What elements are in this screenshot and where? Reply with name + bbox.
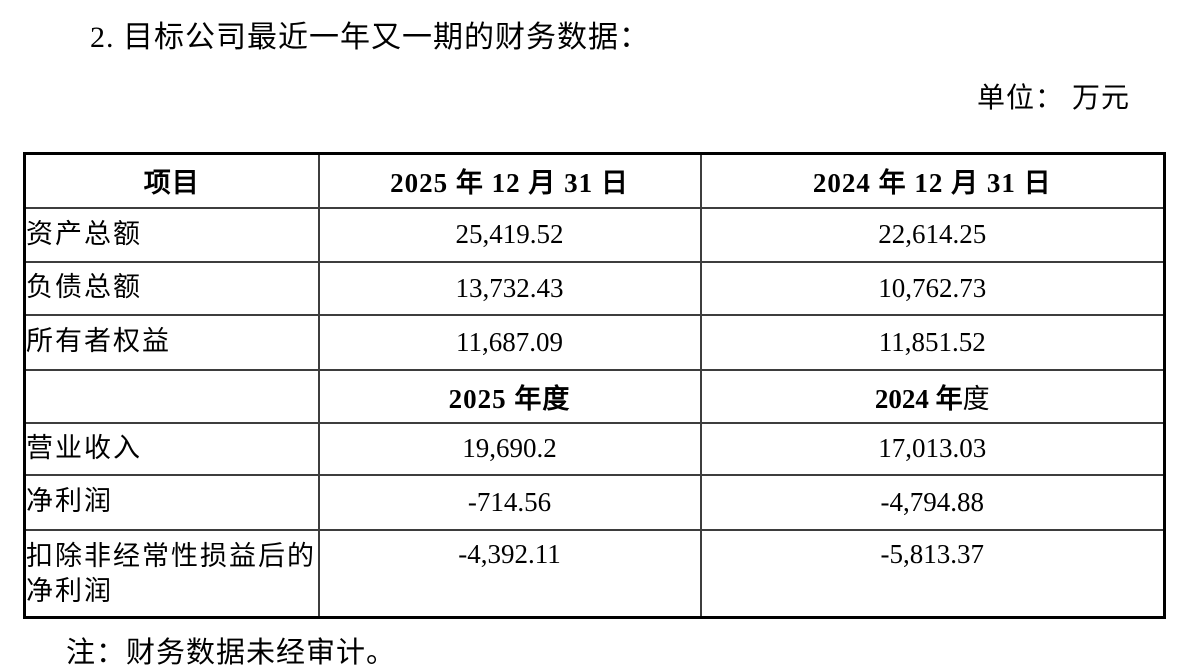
subheader-2025-annual: 2025 年度 bbox=[317, 368, 702, 424]
section-title: 2. 目标公司最近一年又一期的财务数据： bbox=[90, 21, 650, 54]
unit-label: 单位： 万元 bbox=[976, 83, 1130, 114]
table-row-owners-equity: 所有者权益 11,687.09 11,851.52 bbox=[23, 313, 1166, 371]
subheader-2024-annual: 2024 年度 bbox=[699, 368, 1166, 424]
table-subheader-row-annual: 2025 年度 2024 年度 bbox=[23, 368, 1166, 424]
value-2025: 13,732.43 bbox=[317, 260, 702, 316]
table-row-total-assets: 资产总额 25,419.52 22,614.25 bbox=[23, 206, 1166, 263]
financial-data-table: 项目 2025 年 12 月 31 日 2024 年 12 月 31 日 资产总… bbox=[23, 152, 1166, 619]
row-label: 资产总额 bbox=[23, 206, 320, 263]
value-2024: 10,762.73 bbox=[699, 260, 1166, 316]
empty-cell bbox=[23, 368, 320, 424]
row-label: 营业收入 bbox=[23, 421, 320, 476]
column-header-2024-12-31: 2024 年 12 月 31 日 bbox=[699, 152, 1166, 209]
row-label: 扣除非经常性损益后的净利润 bbox=[23, 528, 320, 619]
table-row-net-profit-excl-nonrecurring: 扣除非经常性损益后的净利润 -4,392.11 -5,813.37 bbox=[23, 528, 1166, 619]
table-row-net-profit: 净利润 -714.56 -4,794.88 bbox=[23, 473, 1166, 531]
column-header-item: 项目 bbox=[23, 152, 320, 209]
value-2024: 17,013.03 bbox=[699, 421, 1166, 476]
value-2024: 22,614.25 bbox=[699, 206, 1166, 263]
value-2024: 11,851.52 bbox=[699, 313, 1166, 371]
column-header-2025-12-31: 2025 年 12 月 31 日 bbox=[317, 152, 702, 209]
value-2025: 25,419.52 bbox=[317, 206, 702, 263]
value-2025: 11,687.09 bbox=[317, 313, 702, 371]
value-2025: -4,392.11 bbox=[317, 528, 702, 619]
value-2025: 19,690.2 bbox=[317, 421, 702, 476]
subheader-2024-annual-bold-part: 2024 年 bbox=[874, 383, 963, 414]
table-header-row: 项目 2025 年 12 月 31 日 2024 年 12 月 31 日 bbox=[23, 152, 1166, 209]
value-2024: -4,794.88 bbox=[699, 473, 1166, 531]
row-label: 净利润 bbox=[23, 473, 320, 531]
value-2024: -5,813.37 bbox=[699, 528, 1166, 619]
row-label: 所有者权益 bbox=[23, 313, 320, 371]
value-2025: -714.56 bbox=[317, 473, 702, 531]
table-row-total-liabilities: 负债总额 13,732.43 10,762.73 bbox=[23, 260, 1166, 316]
footnote: 注：财务数据未经审计。 bbox=[66, 637, 397, 669]
table-row-operating-revenue: 营业收入 19,690.2 17,013.03 bbox=[23, 421, 1166, 476]
row-label: 负债总额 bbox=[23, 260, 320, 316]
subheader-2024-annual-tail: 度 bbox=[962, 383, 990, 414]
